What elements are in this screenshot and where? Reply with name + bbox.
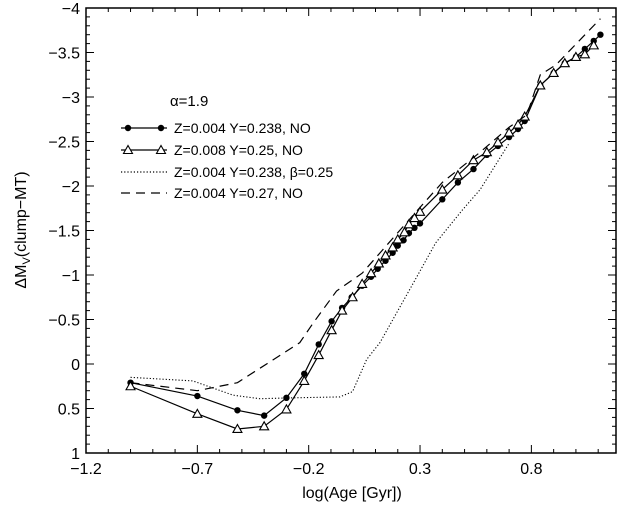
data-point-circle bbox=[315, 341, 322, 348]
data-point-triangle bbox=[468, 154, 479, 165]
data-point-circle bbox=[157, 124, 165, 132]
y-tick-label: −4 bbox=[62, 1, 80, 18]
y-tick-label: 1 bbox=[71, 446, 80, 463]
data-point-triangle bbox=[326, 324, 338, 335]
y-tick-label: −3 bbox=[62, 90, 80, 107]
data-point-circle bbox=[470, 165, 477, 173]
y-tick-label: −1 bbox=[62, 268, 80, 285]
legend-label: Z=0.004 Y=0.238, β=0.25 bbox=[174, 164, 333, 180]
data-point-triangle bbox=[387, 241, 399, 252]
data-point-triangle bbox=[512, 118, 524, 129]
y-tick-label: −2.5 bbox=[48, 135, 80, 152]
series-3 bbox=[130, 142, 510, 400]
data-point-triangle bbox=[452, 169, 464, 180]
data-point-circle bbox=[260, 412, 268, 419]
axis-ticks: −1.2 −0.7 −0.2 0.3 0.8 −4 −3.5 −3 −2.5 −2 −1.5 −1 −0… bbox=[48, 1, 616, 478]
data-point-triangle bbox=[492, 136, 504, 147]
data-point-circle bbox=[394, 242, 401, 249]
y-axis-label-sub: V bbox=[21, 257, 33, 265]
data-point-triangle bbox=[231, 423, 243, 434]
data-point-triangle bbox=[559, 57, 571, 68]
data-point-triangle bbox=[503, 126, 515, 137]
x-axis-label: log(Age [Gyr]) bbox=[302, 485, 402, 502]
data-point-circle bbox=[124, 124, 132, 132]
plot-frame bbox=[85, 7, 617, 454]
legend-item: Z=0.004 Y=0.27, NO bbox=[121, 185, 303, 201]
data-point-triangle bbox=[122, 144, 134, 155]
data-point-circle bbox=[301, 370, 308, 377]
data-point-triangle bbox=[414, 206, 426, 216]
data-point-triangle bbox=[125, 380, 136, 391]
y-axis-label-rest: (clump−MT) bbox=[13, 171, 30, 257]
data-point-triangle bbox=[191, 408, 203, 418]
data-point-triangle bbox=[313, 349, 325, 360]
data-point-triangle bbox=[298, 375, 310, 385]
data-point-circle bbox=[194, 392, 201, 400]
series-2 bbox=[125, 39, 600, 434]
data-point-triangle bbox=[436, 183, 448, 194]
series-line bbox=[130, 18, 601, 392]
x-tick-label: −1.2 bbox=[70, 461, 102, 478]
series-line bbox=[130, 34, 601, 417]
y-tick-label: 0.5 bbox=[58, 402, 80, 419]
legend-label: Z=0.004 Y=0.238, NO bbox=[174, 120, 311, 136]
y-tick-label: −1.5 bbox=[48, 224, 80, 241]
y-tick-label: −2 bbox=[62, 179, 80, 196]
data-point-circle bbox=[454, 179, 462, 186]
y-tick-label: 0 bbox=[71, 357, 80, 374]
series-4 bbox=[130, 18, 601, 392]
data-point-circle bbox=[439, 196, 446, 203]
data-point-triangle bbox=[356, 278, 368, 288]
legend-item: Z=0.008 Y=0.25, NO bbox=[121, 142, 303, 158]
data-point-triangle bbox=[155, 144, 167, 155]
data-point-circle bbox=[234, 407, 241, 414]
x-tick-label: −0.7 bbox=[182, 461, 214, 478]
data-point-triangle bbox=[534, 79, 546, 90]
data-point-triangle bbox=[481, 146, 493, 157]
data-point-circle bbox=[328, 318, 335, 325]
data-point-triangle bbox=[336, 304, 348, 315]
data-point-triangle bbox=[399, 226, 410, 237]
data-point-circle bbox=[283, 394, 290, 402]
data-point-triangle bbox=[373, 257, 385, 268]
legend-item: Z=0.004 Y=0.238, NO bbox=[121, 120, 311, 136]
data-point-triangle bbox=[380, 249, 391, 260]
y-tick-label: −0.5 bbox=[48, 313, 80, 330]
x-tick-label: 0.8 bbox=[520, 461, 542, 478]
x-tick-label: 0.3 bbox=[409, 461, 431, 478]
data-point-triangle bbox=[570, 51, 582, 62]
data-point-triangle bbox=[548, 67, 560, 78]
data-point-triangle bbox=[403, 218, 415, 229]
data-point-triangle bbox=[365, 267, 377, 278]
data-point-triangle bbox=[579, 48, 591, 59]
series-line bbox=[130, 142, 510, 400]
y-tick-label: −3.5 bbox=[48, 46, 80, 63]
legend-label: Z=0.008 Y=0.25, NO bbox=[174, 142, 303, 158]
chart-marks bbox=[125, 18, 604, 434]
y-axis-label: ΔMV(clump−MT) bbox=[13, 171, 33, 288]
y-axis-label-main: ΔM bbox=[13, 265, 30, 289]
data-point-triangle bbox=[392, 233, 404, 244]
legend-item: Z=0.004 Y=0.238, β=0.25 bbox=[121, 164, 333, 180]
annotation-alpha: α=1.9 bbox=[170, 93, 208, 110]
legend: Z=0.004 Y=0.238, NO Z=0.008 Y=0.25, NO Z=0… bbox=[121, 120, 333, 201]
data-point-triangle bbox=[409, 212, 420, 223]
x-tick-label: −0.2 bbox=[293, 461, 325, 478]
data-point-triangle bbox=[280, 403, 292, 414]
data-point-circle bbox=[597, 31, 604, 38]
legend-label: Z=0.004 Y=0.27, NO bbox=[174, 185, 303, 201]
data-point-triangle bbox=[258, 420, 270, 431]
data-point-triangle bbox=[347, 291, 358, 302]
data-point-triangle bbox=[588, 39, 600, 50]
